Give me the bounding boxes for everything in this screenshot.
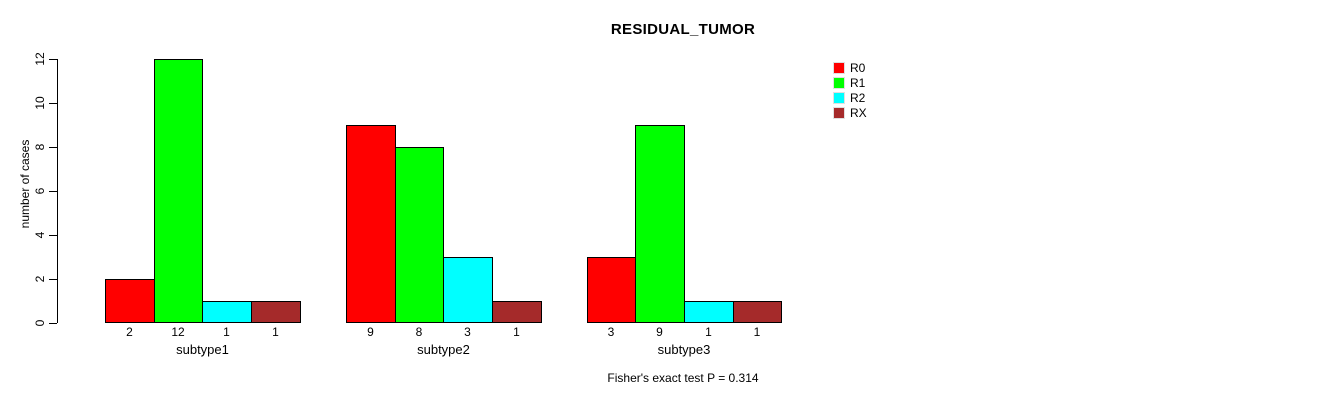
fisher-test-annotation: Fisher's exact test P = 0.314 bbox=[607, 371, 759, 385]
bar-value-label: 3 bbox=[464, 325, 471, 339]
bar-value-label: 3 bbox=[607, 325, 615, 339]
bar-value-label: 1 bbox=[513, 325, 520, 339]
y-axis-tick bbox=[49, 235, 57, 236]
legend-label-R2: R2 bbox=[850, 90, 866, 105]
legend-label-R1: R1 bbox=[850, 75, 866, 90]
y-axis-tick-label: 2 bbox=[33, 275, 47, 283]
y-axis-tick bbox=[49, 191, 57, 192]
y-axis-label: number of cases bbox=[18, 139, 32, 229]
legend-swatch-R1 bbox=[833, 76, 845, 89]
bar-subtype3-R1 bbox=[635, 125, 685, 323]
y-axis-tick-label: 12 bbox=[33, 52, 47, 66]
bar-subtype1-RX bbox=[251, 301, 301, 323]
bar-subtype2-R1 bbox=[395, 147, 444, 323]
bar-value-label: 1 bbox=[753, 325, 761, 339]
bar-value-label: 2 bbox=[126, 325, 133, 339]
bar-value-label: 9 bbox=[656, 325, 663, 339]
legend-swatch-RX bbox=[833, 106, 845, 119]
y-axis-tick bbox=[49, 147, 57, 148]
category-label-subtype3: subtype3 bbox=[657, 342, 711, 357]
legend: R0 R1 R2 RX bbox=[833, 60, 867, 120]
bar-value-label: 8 bbox=[415, 325, 423, 339]
bar-value-label: 9 bbox=[367, 325, 374, 339]
y-axis-tick bbox=[49, 59, 57, 60]
bar-value-label: 1 bbox=[272, 325, 279, 339]
legend-item-R1: R1 bbox=[833, 75, 867, 90]
bar-subtype1-R0 bbox=[105, 279, 155, 323]
legend-label-R0: R0 bbox=[850, 60, 866, 75]
y-axis-tick-label: 6 bbox=[33, 187, 47, 195]
category-label-subtype2: subtype2 bbox=[417, 342, 470, 357]
bar-subtype3-R0 bbox=[587, 257, 636, 323]
bar-subtype2-R0 bbox=[346, 125, 396, 323]
legend-swatch-R2 bbox=[833, 91, 845, 104]
bar-subtype2-R2 bbox=[443, 257, 493, 323]
legend-item-R0: R0 bbox=[833, 60, 867, 75]
y-axis-tick-label: 10 bbox=[33, 96, 47, 110]
category-label-subtype1: subtype1 bbox=[176, 342, 229, 357]
legend-swatch-R0 bbox=[833, 61, 845, 74]
legend-label-RX: RX bbox=[850, 105, 867, 120]
bar-value-label: 1 bbox=[223, 325, 230, 339]
y-axis-tick-label: 4 bbox=[33, 231, 47, 239]
y-axis-line bbox=[57, 59, 58, 323]
y-axis-tick-label: 0 bbox=[33, 319, 47, 327]
y-axis-tick-label: 8 bbox=[33, 143, 47, 151]
chart-title: RESIDUAL_TUMOR bbox=[610, 21, 756, 38]
legend-item-RX: RX bbox=[833, 105, 867, 120]
y-axis-tick bbox=[49, 103, 57, 104]
bar-subtype1-R1 bbox=[154, 59, 203, 323]
y-axis-tick bbox=[49, 279, 57, 280]
bar-value-label: 12 bbox=[171, 325, 185, 339]
bar-value-label: 1 bbox=[705, 325, 712, 339]
bar-subtype3-R2 bbox=[684, 301, 734, 323]
bar-subtype2-RX bbox=[492, 301, 542, 323]
legend-item-R2: R2 bbox=[833, 90, 867, 105]
bar-subtype3-RX bbox=[733, 301, 782, 323]
y-axis-tick bbox=[49, 323, 57, 324]
bar-subtype1-R2 bbox=[202, 301, 252, 323]
